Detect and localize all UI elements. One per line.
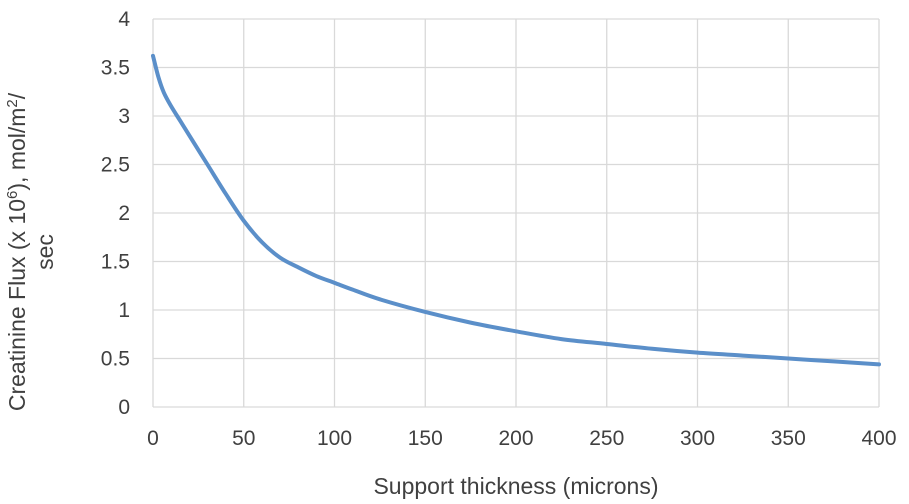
x-axis-title: Support thickness (microns) bbox=[373, 473, 658, 499]
y-axis-title-part: Creatinine Flux (x 10 bbox=[4, 199, 30, 411]
y-axis-ticks: 0 0.5 1 1.5 2 2.5 3 3.5 4 bbox=[101, 8, 131, 419]
grid bbox=[152, 18, 880, 408]
series-layer bbox=[151, 53, 881, 367]
y-tick-label: 0.5 bbox=[101, 348, 130, 371]
y-tick-label: 0 bbox=[118, 396, 130, 419]
y-axis-title-part: / bbox=[4, 92, 30, 99]
x-tick-label: 350 bbox=[771, 427, 806, 450]
x-tick-label: 0 bbox=[147, 427, 159, 450]
y-tick-label: 1 bbox=[118, 299, 130, 322]
y-tick-label: 1.5 bbox=[101, 251, 130, 274]
y-tick-label: 4 bbox=[118, 8, 130, 31]
x-axis-ticks: 0 50 100 150 200 250 300 350 400 bbox=[147, 427, 896, 450]
y-tick-label: 2 bbox=[118, 202, 130, 225]
series-line bbox=[151, 53, 881, 367]
y-axis-title: Creatinine Flux (x 106), mol/m2/ sec bbox=[4, 92, 58, 411]
y-tick-label: 2.5 bbox=[101, 154, 130, 177]
x-tick-label: 300 bbox=[680, 427, 715, 450]
y-tick-label: 3.5 bbox=[101, 57, 130, 80]
y-tick-label: 3 bbox=[118, 105, 130, 128]
x-tick-label: 400 bbox=[861, 427, 896, 450]
x-tick-label: 200 bbox=[498, 427, 533, 450]
x-tick-label: 100 bbox=[317, 427, 352, 450]
y-axis-title-superscript: 2 bbox=[4, 99, 21, 107]
svg-text:Creatinine Flux (x 106), mol/m: Creatinine Flux (x 106), mol/m2/ bbox=[4, 92, 30, 411]
x-tick-label: 50 bbox=[232, 427, 255, 450]
x-tick-label: 250 bbox=[589, 427, 624, 450]
y-axis-title-line2: sec bbox=[32, 234, 58, 270]
y-axis-title-part: ), mol/m bbox=[4, 108, 30, 191]
y-axis-title-superscript: 6 bbox=[4, 191, 21, 199]
x-tick-label: 150 bbox=[408, 427, 443, 450]
